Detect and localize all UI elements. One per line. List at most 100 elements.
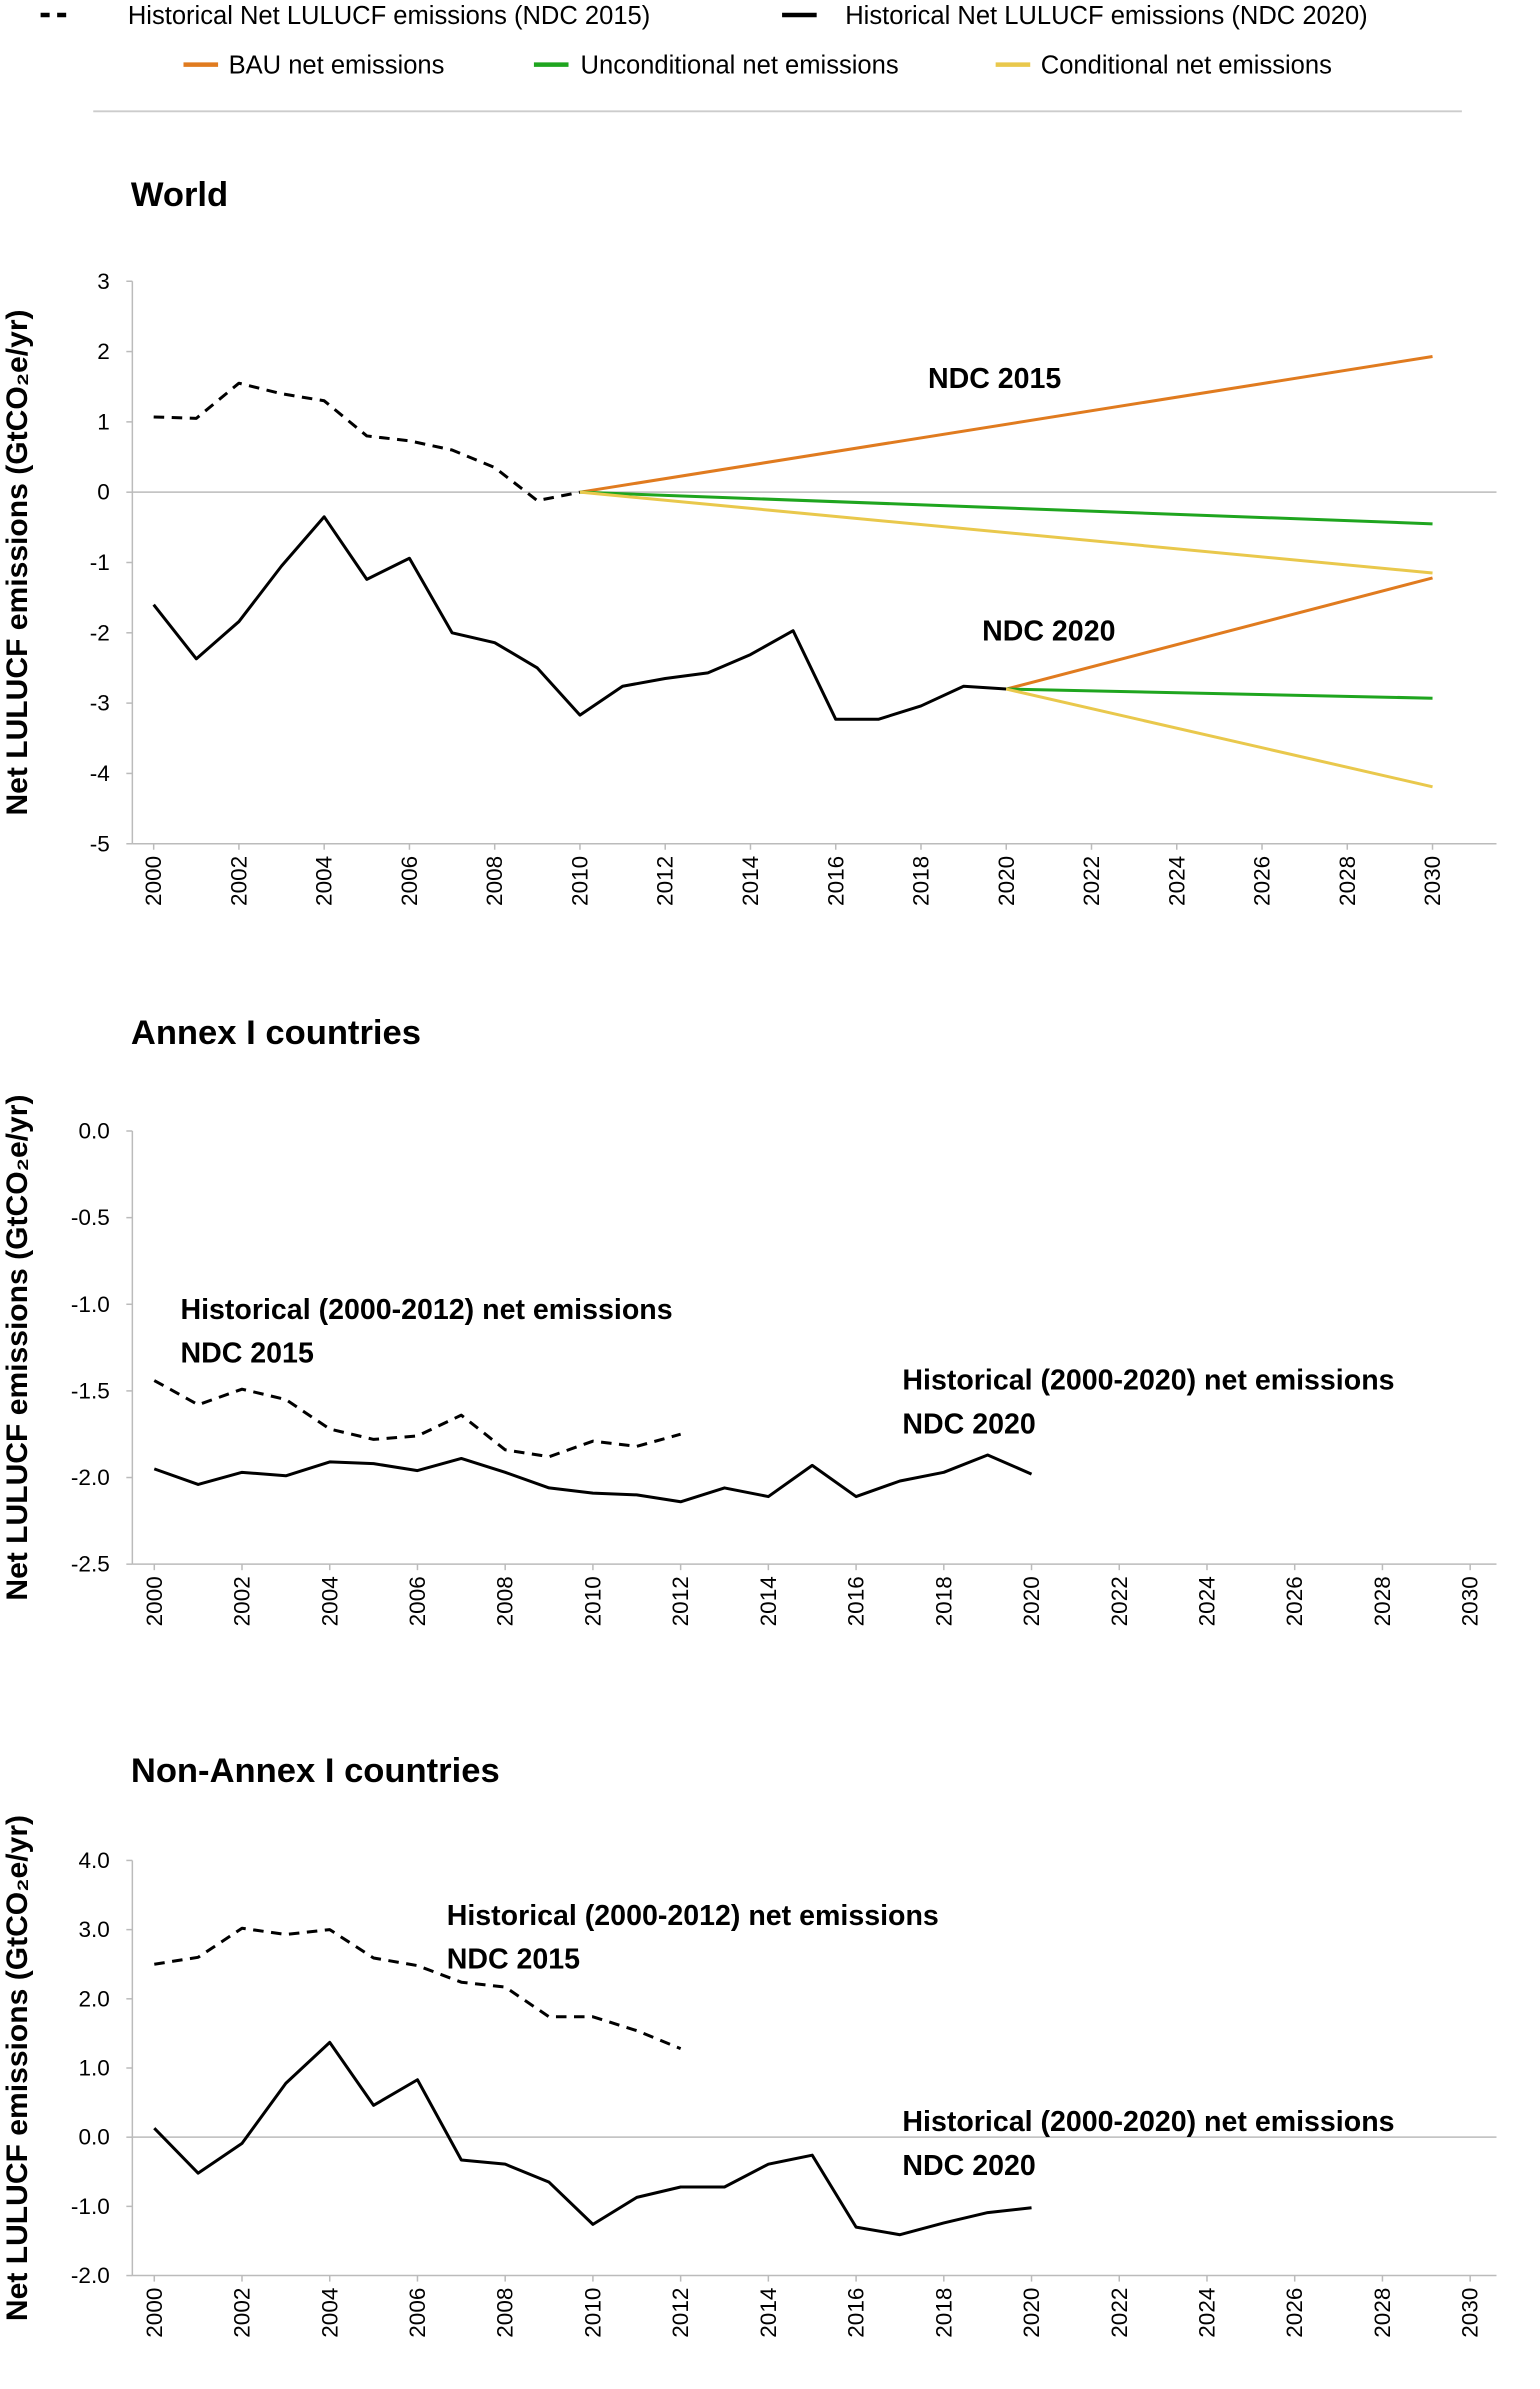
y-tick-label: 2.0 xyxy=(78,1986,109,2011)
y-tick-label: -1.0 xyxy=(71,1292,110,1317)
x-tick-label: 2028 xyxy=(1335,856,1360,906)
x-tick-label: 2026 xyxy=(1250,856,1275,906)
y-tick-label: 3.0 xyxy=(78,1917,109,1942)
x-tick-label: 2008 xyxy=(493,1576,518,1626)
x-tick-label: 2006 xyxy=(405,2288,430,2338)
annotation: NDC 2020 xyxy=(982,616,1115,648)
x-tick-label: 2020 xyxy=(1019,2288,1044,2338)
x-tick-label: 2018 xyxy=(931,1576,956,1626)
annotation: Historical (2000-2012) net emissions xyxy=(447,1900,939,1932)
x-tick-label: 2016 xyxy=(844,1576,869,1626)
series-line xyxy=(152,515,1007,721)
x-tick-label: 2028 xyxy=(1370,2288,1395,2338)
legend-label: Unconditional net emissions xyxy=(581,52,899,80)
legend-label: Historical Net LULUCF emissions (NDC 202… xyxy=(845,2,1367,30)
annotation: NDC 2020 xyxy=(902,2150,1035,2182)
y-tick-label: -2.0 xyxy=(71,2263,110,2288)
legend-label: BAU net emissions xyxy=(229,52,445,80)
x-tick-label: 2020 xyxy=(994,856,1019,906)
x-tick-label: 2024 xyxy=(1195,2288,1220,2338)
chart-title: Non-Annex I countries xyxy=(131,1752,500,1790)
series-line xyxy=(579,490,1433,575)
y-tick-label: -2.0 xyxy=(71,1465,110,1490)
y-tick-label: 3 xyxy=(97,269,110,294)
annotation: Historical (2000-2012) net emissions xyxy=(180,1294,672,1326)
x-tick-label: 2014 xyxy=(738,856,763,906)
y-tick-label: 0 xyxy=(97,480,110,505)
x-tick-label: 2002 xyxy=(226,856,251,906)
x-tick-label: 2002 xyxy=(230,1576,255,1626)
series-line xyxy=(1006,687,1433,700)
x-tick-label: 2022 xyxy=(1107,1576,1132,1626)
x-tick-label: 2012 xyxy=(653,856,678,906)
x-tick-label: 2008 xyxy=(493,2288,518,2338)
y-tick-label: 0.0 xyxy=(78,1119,109,1144)
annotation: NDC 2015 xyxy=(180,1338,313,1370)
x-tick-label: 2020 xyxy=(1019,1576,1044,1626)
series-line xyxy=(153,1453,1033,1504)
legend-label: Historical Net LULUCF emissions (NDC 201… xyxy=(128,2,650,30)
x-tick-label: 2022 xyxy=(1107,2288,1132,2338)
x-tick-label: 2000 xyxy=(142,1576,167,1626)
y-axis-label: Net LULUCF emissions (GtCO₂e/yr) xyxy=(1,1095,34,1601)
x-tick-label: 2004 xyxy=(317,1576,342,1626)
x-tick-label: 2014 xyxy=(756,1576,781,1626)
series-line xyxy=(153,1379,682,1459)
y-tick-label: 1 xyxy=(97,409,110,434)
series-line xyxy=(1005,687,1433,789)
series-line xyxy=(579,490,1433,526)
x-tick-label: 2004 xyxy=(312,856,337,906)
annotation: Historical (2000-2020) net emissions xyxy=(902,2106,1394,2138)
series-line xyxy=(1005,576,1433,691)
canvas: Historical Net LULUCF emissions (NDC 201… xyxy=(1,2,1497,2338)
series-line xyxy=(154,1926,682,2051)
annotation: Historical (2000-2020) net emissions xyxy=(902,1365,1394,1397)
y-tick-label: -0.5 xyxy=(71,1205,110,1230)
y-tick-label: -2 xyxy=(90,620,110,645)
y-tick-label: 1.0 xyxy=(78,2056,109,2081)
y-axis-label: Net LULUCF emissions (GtCO₂e/yr) xyxy=(1,1815,34,2321)
x-tick-label: 2030 xyxy=(1458,2288,1483,2338)
annotation: NDC 2020 xyxy=(902,1408,1035,1440)
x-tick-label: 2016 xyxy=(823,856,848,906)
x-tick-label: 2016 xyxy=(844,2288,869,2338)
x-tick-label: 2024 xyxy=(1195,1576,1220,1626)
series-line xyxy=(153,381,581,503)
y-tick-label: -5 xyxy=(90,831,110,856)
x-tick-label: 2012 xyxy=(668,1576,693,1626)
x-tick-label: 2018 xyxy=(931,2288,956,2338)
x-tick-label: 2010 xyxy=(567,856,592,906)
x-tick-label: 2030 xyxy=(1458,1576,1483,1626)
y-tick-label: -1.5 xyxy=(71,1378,110,1403)
x-tick-label: 2006 xyxy=(405,1576,430,1626)
x-tick-label: 2000 xyxy=(142,2288,167,2338)
series-line xyxy=(153,2040,1032,2237)
x-tick-label: 2012 xyxy=(668,2288,693,2338)
x-tick-label: 2008 xyxy=(482,856,507,906)
x-tick-label: 2022 xyxy=(1079,856,1104,906)
chart-title: Annex I countries xyxy=(131,1014,421,1052)
y-tick-label: 2 xyxy=(97,339,110,364)
y-axis-label: Net LULUCF emissions (GtCO₂e/yr) xyxy=(1,309,34,815)
y-tick-label: -2.5 xyxy=(71,1552,110,1577)
x-tick-label: 2000 xyxy=(141,856,166,906)
x-tick-label: 2002 xyxy=(230,2288,255,2338)
x-tick-label: 2010 xyxy=(580,1576,605,1626)
y-tick-label: 4.0 xyxy=(78,1848,109,1873)
y-tick-label: -4 xyxy=(90,761,110,786)
x-tick-label: 2024 xyxy=(1164,856,1189,906)
annotation: NDC 2015 xyxy=(928,363,1061,395)
chart-title: World xyxy=(131,176,228,214)
x-tick-label: 2014 xyxy=(756,2288,781,2338)
y-tick-label: -3 xyxy=(90,691,110,716)
x-tick-label: 2006 xyxy=(397,856,422,906)
x-tick-label: 2010 xyxy=(580,2288,605,2338)
annotation: NDC 2015 xyxy=(447,1944,580,1976)
x-tick-label: 2018 xyxy=(909,856,934,906)
y-tick-label: -1 xyxy=(90,550,110,575)
x-tick-label: 2030 xyxy=(1420,856,1445,906)
x-tick-label: 2028 xyxy=(1370,1576,1395,1626)
y-tick-label: -1.0 xyxy=(71,2194,110,2219)
